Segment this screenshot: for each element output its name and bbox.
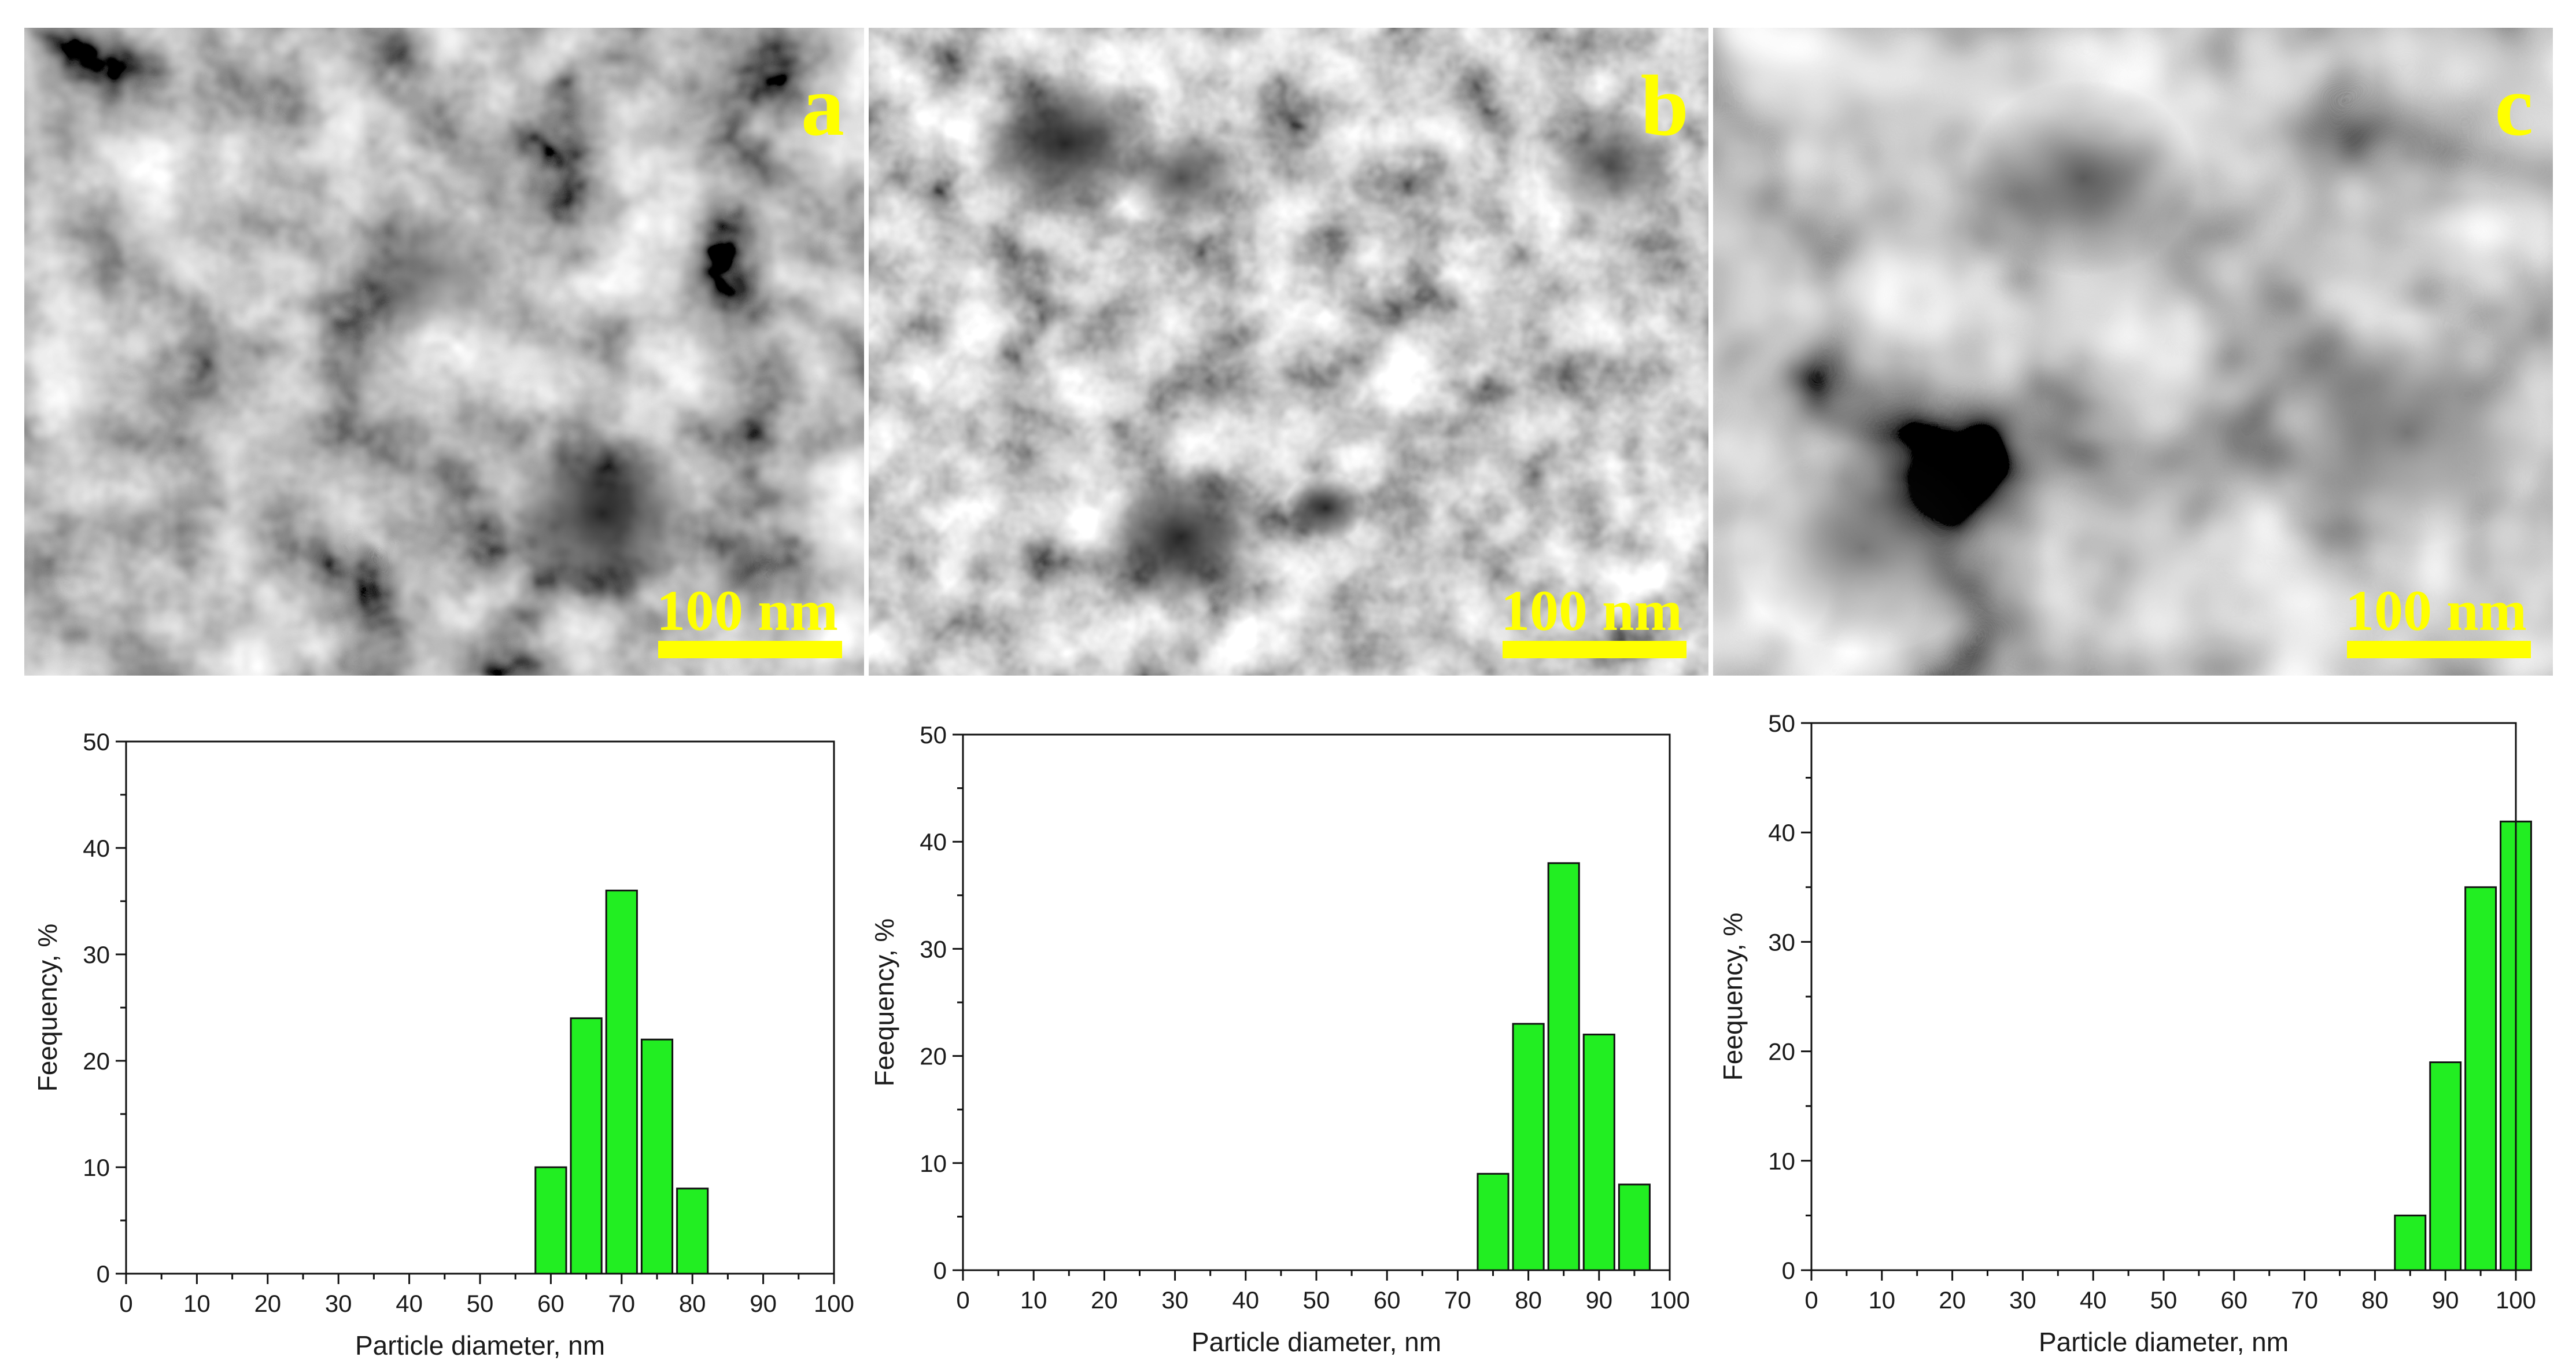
histogram-c: 0 10 20 30 40 50 60 70 80 90 100 0 10 20 30 40 50 Particl… xyxy=(1718,710,2536,1357)
x-axis-title: Particle diameter, nm xyxy=(1191,1327,1441,1357)
x-tick-label: 60 xyxy=(2220,1286,2247,1314)
micrograph-a: a 100 nm xyxy=(24,28,864,676)
x-tick-label: 90 xyxy=(750,1290,777,1317)
histogram-bar xyxy=(1512,1023,1545,1271)
x-tick-label: 50 xyxy=(1303,1286,1330,1314)
y-tick-label: 20 xyxy=(1768,1038,1795,1065)
x-tick-label: 80 xyxy=(1515,1286,1542,1314)
y-tick-label: 40 xyxy=(920,828,947,855)
y-axis-title: Feequency, % xyxy=(869,919,899,1087)
x-tick-label: 50 xyxy=(467,1290,494,1317)
histogram-bar xyxy=(2394,1214,2427,1271)
y-tick-label: 0 xyxy=(1782,1257,1795,1284)
x-tick-label: 10 xyxy=(1020,1286,1047,1314)
x-tick-label: 0 xyxy=(1804,1286,1818,1314)
histogram-bar xyxy=(534,1166,567,1275)
y-tick-label: 20 xyxy=(920,1043,947,1070)
x-tick-label: 90 xyxy=(1585,1286,1612,1314)
histogram-b: 0 10 20 30 40 50 60 70 80 90 100 0 10 20 30 40 50 Particl… xyxy=(869,721,1690,1357)
x-axis-title: Particle diameter, nm xyxy=(355,1330,605,1360)
micrograph-b: b 100 nm xyxy=(869,28,1708,676)
y-tick-label: 50 xyxy=(920,721,947,748)
panel-letter: a xyxy=(801,58,844,154)
scale-bar-label: 100 nm xyxy=(1501,578,1682,643)
histogram-bar xyxy=(640,1038,674,1275)
x-tick-label: 100 xyxy=(1649,1286,1690,1314)
y-tick-label: 0 xyxy=(97,1260,110,1288)
scale-bar-label: 100 nm xyxy=(2345,578,2527,643)
x-tick-label: 70 xyxy=(1444,1286,1471,1314)
y-tick-label: 10 xyxy=(920,1150,947,1177)
panel-letter: c xyxy=(2494,58,2533,154)
histogram-bar xyxy=(605,890,638,1275)
y-tick-label: 20 xyxy=(83,1048,110,1075)
x-tick-label: 10 xyxy=(1868,1286,1895,1314)
x-tick-label: 80 xyxy=(2361,1286,2389,1314)
histogram-bar xyxy=(570,1017,603,1275)
x-tick-label: 30 xyxy=(1161,1286,1189,1314)
micrograph-texture xyxy=(1713,28,2553,676)
x-tick-label: 40 xyxy=(396,1290,423,1317)
y-tick-label: 0 xyxy=(933,1257,947,1284)
x-tick-label: 20 xyxy=(254,1290,281,1317)
plot-frame xyxy=(125,740,835,1275)
histogram-bar xyxy=(1582,1034,1615,1271)
y-tick-label: 40 xyxy=(1768,819,1795,846)
y-tick-label: 30 xyxy=(83,941,110,968)
x-tick-label: 80 xyxy=(679,1290,706,1317)
x-tick-label: 40 xyxy=(1232,1286,1259,1314)
x-tick-label: 100 xyxy=(814,1290,854,1317)
histogram-bar xyxy=(1547,862,1580,1271)
y-tick-label: 10 xyxy=(83,1154,110,1181)
y-tick-label: 30 xyxy=(1768,928,1795,956)
scale-bar xyxy=(2347,641,2531,658)
x-tick-label: 30 xyxy=(325,1290,352,1317)
y-tick-label: 40 xyxy=(83,835,110,862)
histogram-bar xyxy=(1477,1172,1510,1271)
x-tick-label: 20 xyxy=(1939,1286,1966,1314)
x-tick-label: 70 xyxy=(608,1290,635,1317)
x-tick-label: 60 xyxy=(1374,1286,1401,1314)
x-axis-title: Particle diameter, nm xyxy=(2039,1327,2289,1357)
y-tick-label: 50 xyxy=(83,728,110,755)
histogram-a: 0 10 20 30 40 50 60 70 80 90 100 0 10 20 30 40 50 Particl… xyxy=(32,728,854,1360)
panel-letter: b xyxy=(1640,58,1689,154)
histogram-bar xyxy=(1618,1183,1651,1271)
scale-bar xyxy=(1503,641,1686,658)
x-tick-label: 50 xyxy=(2150,1286,2178,1314)
x-tick-label: 0 xyxy=(956,1286,969,1314)
micrograph-texture xyxy=(24,28,864,676)
y-tick-label: 30 xyxy=(920,935,947,962)
scale-bar xyxy=(658,641,842,658)
x-tick-label: 30 xyxy=(2009,1286,2036,1314)
histogram-bar xyxy=(2429,1061,2462,1271)
x-tick-label: 100 xyxy=(2496,1286,2536,1314)
micrograph-texture xyxy=(869,28,1708,676)
x-tick-label: 60 xyxy=(537,1290,564,1317)
x-tick-label: 70 xyxy=(2291,1286,2318,1314)
x-tick-label: 0 xyxy=(119,1290,132,1317)
y-axis-title: Feequency, % xyxy=(1718,913,1748,1081)
y-axis-title: Feequency, % xyxy=(32,924,62,1092)
y-tick-label: 10 xyxy=(1768,1148,1795,1175)
x-tick-label: 40 xyxy=(2080,1286,2107,1314)
x-tick-label: 20 xyxy=(1091,1286,1118,1314)
plot-frame xyxy=(1810,722,2517,1271)
histogram-bar xyxy=(676,1187,709,1275)
micrograph-c: c 100 nm xyxy=(1713,28,2553,676)
scale-bar-label: 100 nm xyxy=(656,578,838,643)
x-tick-label: 10 xyxy=(183,1290,211,1317)
y-tick-label: 50 xyxy=(1768,710,1795,737)
x-tick-label: 90 xyxy=(2432,1286,2459,1314)
histogram-bar xyxy=(2464,886,2497,1271)
